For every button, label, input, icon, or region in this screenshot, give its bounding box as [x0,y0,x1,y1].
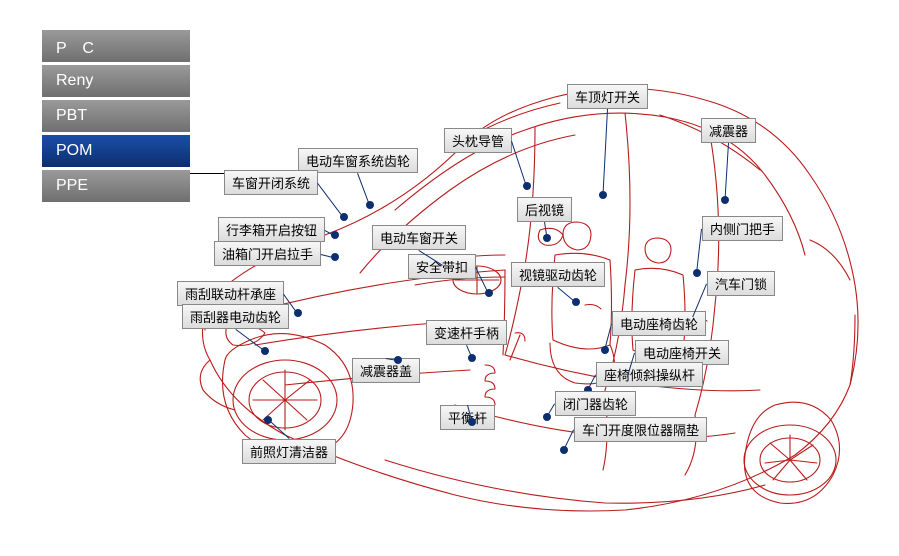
label-wiper-link-base: 雨刮联动杆承座 [177,281,284,306]
label-inner-door-handle: 内侧门把手 [702,216,783,241]
label-roof-lamp-switch: 车顶灯开关 [567,84,648,109]
label-headrest-tube: 头枕导管 [444,128,512,153]
label-window-system: 车窗开闭系统 [224,170,318,195]
label-door-stop-pad: 车门开度限位器隔垫 [574,417,707,442]
label-headlamp-washer: 前照灯清洁器 [242,439,336,464]
label-trunk-button: 行李箱开启按钮 [218,217,325,242]
label-shock-absorber: 减震器 [701,118,756,143]
label-rearview-mirror: 后视镜 [517,197,572,222]
label-seat-recline-lever: 座椅倾斜操纵杆 [596,362,703,387]
label-damper-cover: 减震器盖 [352,358,420,383]
label-fuel-door-handle: 油箱门开启拉手 [214,241,321,266]
label-power-window-switch: 电动车窗开关 [372,225,466,250]
label-wiper-motor-gear: 雨刮器电动齿轮 [182,304,289,329]
label-car-door-lock: 汽车门锁 [707,271,775,296]
label-seatbelt-buckle: 安全带扣 [408,254,476,279]
label-shift-lever: 变速杆手柄 [426,320,507,345]
label-mirror-drive-gear: 视镜驱动齿轮 [511,262,605,287]
label-door-closer-gear: 闭门器齿轮 [555,391,636,416]
